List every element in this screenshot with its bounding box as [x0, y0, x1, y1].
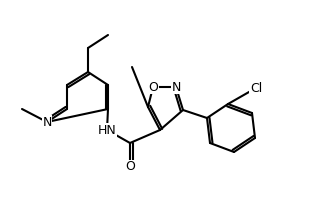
Text: N: N [42, 116, 52, 129]
Text: HN: HN [98, 124, 117, 137]
Text: O: O [125, 160, 135, 173]
Text: N: N [171, 81, 181, 94]
Text: Cl: Cl [250, 82, 262, 95]
Text: O: O [148, 81, 158, 94]
